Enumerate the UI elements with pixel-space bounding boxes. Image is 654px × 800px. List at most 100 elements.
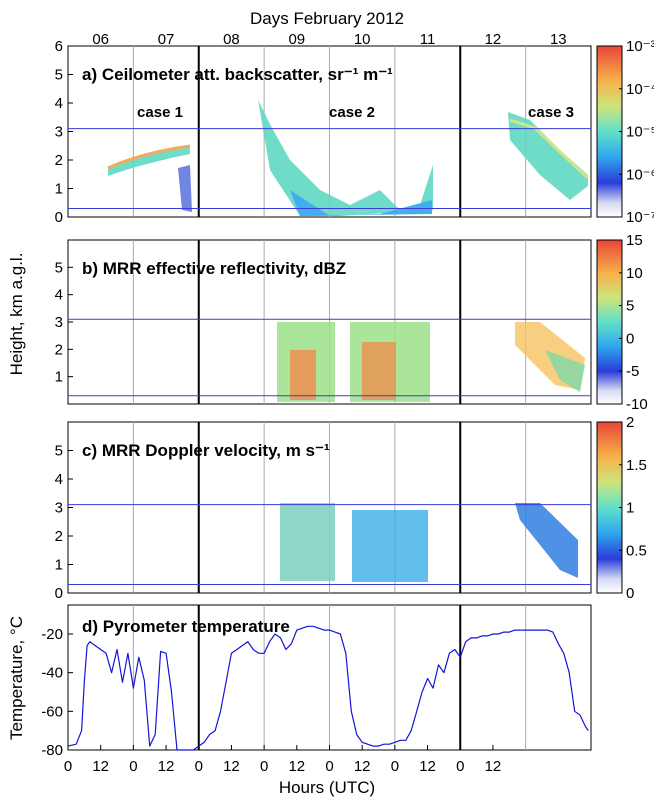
reflectivity-core-day9 (290, 350, 316, 400)
panel-b-colorbar (596, 239, 623, 405)
case-3-label: case 3 (528, 104, 574, 121)
reflectivity-core-day10 (362, 342, 396, 400)
panel-b-title: b) MRR effective reflectivity, dBZ (82, 259, 346, 278)
panel-d-y-axis-label: Temperature, °C (7, 616, 26, 740)
panel-a-reference-lines (68, 128, 591, 209)
day-label: 10 (354, 31, 371, 48)
temperature-series-line (67, 625, 589, 751)
panel-b-y-ticks: 1 2 3 4 5 (55, 259, 73, 386)
x-tick-label: 0 (129, 758, 137, 775)
day-label: 07 (158, 31, 175, 48)
day-label: 06 (92, 31, 109, 48)
panel-a-colorbar-ticks: 10⁻⁷ 10⁻⁶ 10⁻⁵ 10⁻⁴ 10⁻³ (619, 38, 654, 226)
y-tick-label: -80 (41, 742, 63, 759)
x-tick-label: 12 (158, 758, 175, 775)
colorbar-tick-label: 5 (626, 298, 634, 315)
day-label: 13 (550, 31, 567, 48)
case2-cloud-mass (258, 100, 433, 216)
colorbar-tick-label: 15 (626, 232, 643, 249)
case3-cloud-mass (508, 112, 588, 200)
day-label: 09 (288, 31, 305, 48)
y-tick-label: 3 (55, 314, 63, 331)
y-tick-label: 1 (55, 181, 63, 198)
colorbar-tick-label: 10⁻⁵ (626, 124, 654, 141)
x-axis-title: Hours (UTC) (279, 778, 375, 797)
x-tick-label: 12 (485, 758, 502, 775)
x-tick-label: 12 (354, 758, 371, 775)
colorbar-tick-label: -10 (626, 396, 648, 413)
colorbar-tick-label: 10 (626, 265, 643, 282)
x-tick-label: 12 (223, 758, 240, 775)
panel-a-backscatter-field (107, 100, 590, 216)
panel-a-gridlines (132, 46, 527, 217)
y-tick-label: 4 (55, 287, 63, 304)
panel-d-title: d) Pyrometer temperature (82, 617, 290, 636)
panel-a: 0 1 2 3 4 5 6 a) Ceilometer att. backscatter, … (55, 38, 654, 226)
panel-d: -80 -60 -40 -20 d) Pyrometer temperature Te… (7, 604, 592, 759)
shared-y-axis-label: Height, km a.g.l. (7, 253, 26, 376)
panel-c-colorbar-ticks: 0 0.5 1 1.5 2 (619, 414, 647, 602)
panel-c-reference-lines (68, 504, 591, 585)
colorbar-tick-label: 0 (626, 330, 634, 347)
y-tick-label: 3 (55, 124, 63, 141)
day-label: 12 (485, 31, 502, 48)
case2-low-cloud (290, 190, 432, 216)
x-tick-label: 12 (288, 758, 305, 775)
panel-c-colorbar (596, 421, 623, 594)
y-tick-label: 6 (55, 38, 63, 55)
panel-c-y-ticks: 0 1 2 3 4 5 (55, 443, 73, 602)
colorbar-tick-label: 0 (626, 585, 634, 602)
y-tick-label: 4 (55, 471, 63, 488)
colorbar-tick-label: 10⁻⁴ (626, 81, 654, 98)
colorbar-tick-label: 1 (626, 500, 634, 517)
panel-d-gridlines (132, 605, 527, 750)
y-tick-label: 5 (55, 259, 63, 276)
day-labels: 06 07 08 09 10 11 12 13 (92, 31, 566, 48)
x-tick-label: 12 (92, 758, 109, 775)
y-tick-label: 5 (55, 67, 63, 84)
y-tick-label: 0 (55, 585, 63, 602)
panel-b: 1 2 3 4 5 b) MRR effective reflectivity, dBZ… (55, 232, 648, 413)
x-tick-label: 0 (391, 758, 399, 775)
colorbar-tick-label: 0.5 (626, 542, 647, 559)
y-tick-label: 2 (55, 152, 63, 169)
hour-tick-labels: 0 12 0 12 0 12 0 12 0 12 0 12 0 12 (64, 745, 501, 775)
velocity-block-day9 (280, 503, 335, 581)
panel-c-velocity-field (280, 503, 578, 582)
panel-a-colorbar (596, 45, 623, 218)
case-1-label: case 1 (137, 104, 183, 121)
y-tick-label: 1 (55, 557, 63, 574)
y-tick-label: 1 (55, 369, 63, 386)
day-label: 11 (420, 31, 436, 48)
y-tick-label: -20 (41, 626, 63, 643)
case1-cloud-layer (108, 146, 190, 176)
reflectivity-tail-day13 (545, 350, 585, 392)
panel-b-reference-lines (68, 318, 591, 397)
case3-cloud-top (509, 118, 590, 180)
x-tick-label: 0 (64, 758, 72, 775)
y-tick-label: 2 (55, 341, 63, 358)
colorbar-tick-label: 1.5 (626, 457, 647, 474)
case-2-label: case 2 (329, 104, 375, 121)
x-tick-label: 0 (456, 758, 464, 775)
y-tick-label: 4 (55, 95, 63, 112)
panel-a-y-ticks: 0 1 2 3 4 5 6 (55, 38, 73, 226)
y-tick-label: 2 (55, 528, 63, 545)
x-tick-label: 0 (195, 758, 203, 775)
x-tick-label: 12 (419, 758, 436, 775)
panel-b-colorbar-ticks: -10 -5 0 5 10 15 (619, 232, 648, 413)
y-tick-label: 5 (55, 443, 63, 460)
velocity-block-day13 (515, 503, 578, 578)
case1-cloud-top (107, 144, 191, 170)
y-tick-label: -40 (41, 665, 63, 682)
panel-a-title: a) Ceilometer att. backscatter, sr⁻¹ m⁻¹ (82, 65, 393, 84)
colorbar-tick-label: 10⁻⁷ (626, 209, 654, 226)
colorbar-tick-label: -5 (626, 363, 639, 380)
day-label: 08 (223, 31, 240, 48)
y-tick-label: -60 (41, 703, 63, 720)
top-title: Days February 2012 (250, 9, 404, 28)
colorbar-tick-label: 10⁻⁶ (626, 166, 654, 183)
panel-c-title: c) MRR Doppler velocity, m s⁻¹ (82, 441, 330, 460)
y-tick-label: 0 (55, 209, 63, 226)
